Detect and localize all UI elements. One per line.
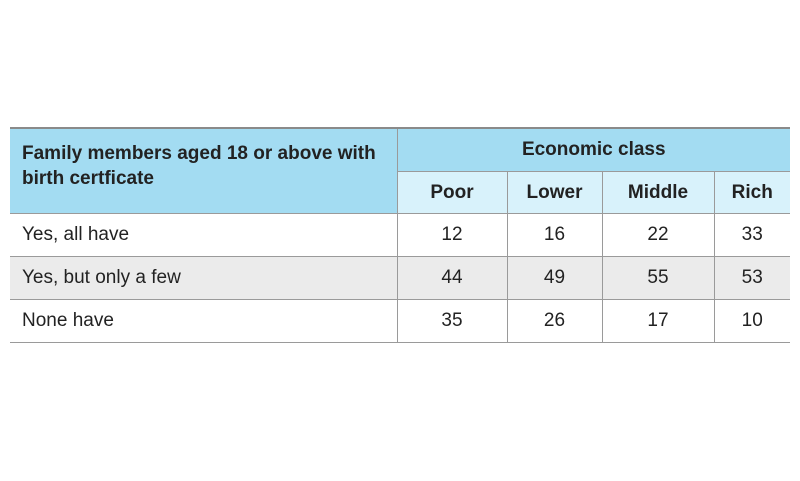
table-row: None have 35 26 17 10 <box>10 299 790 343</box>
table-row: Yes, but only a few 44 49 55 53 <box>10 256 790 300</box>
cell-value: 22 <box>601 213 714 257</box>
cell-value: 49 <box>506 256 602 300</box>
cell-value: 12 <box>396 213 507 257</box>
column-header: Poor <box>396 171 507 214</box>
cell-value: 26 <box>506 299 602 343</box>
column-header: Middle <box>601 171 714 214</box>
column-header: Lower <box>506 171 602 214</box>
table: Family members aged 18 or above with bir… <box>10 127 790 343</box>
row-label: Yes, but only a few <box>10 256 398 300</box>
row-label: None have <box>10 299 398 343</box>
column-header: Rich <box>713 171 790 214</box>
cell-value: 16 <box>506 213 602 257</box>
cell-value: 44 <box>396 256 507 300</box>
cell-value: 55 <box>601 256 714 300</box>
row-label: Yes, all have <box>10 213 398 257</box>
table-row: Yes, all have 12 16 22 33 <box>10 213 790 257</box>
row-header: Family members aged 18 or above with bir… <box>10 127 398 214</box>
group-header: Economic class <box>397 127 790 172</box>
cell-value: 35 <box>396 299 507 343</box>
cell-value: 10 <box>713 299 790 343</box>
cell-value: 33 <box>713 213 790 257</box>
cell-value: 17 <box>601 299 714 343</box>
cell-value: 53 <box>713 256 790 300</box>
